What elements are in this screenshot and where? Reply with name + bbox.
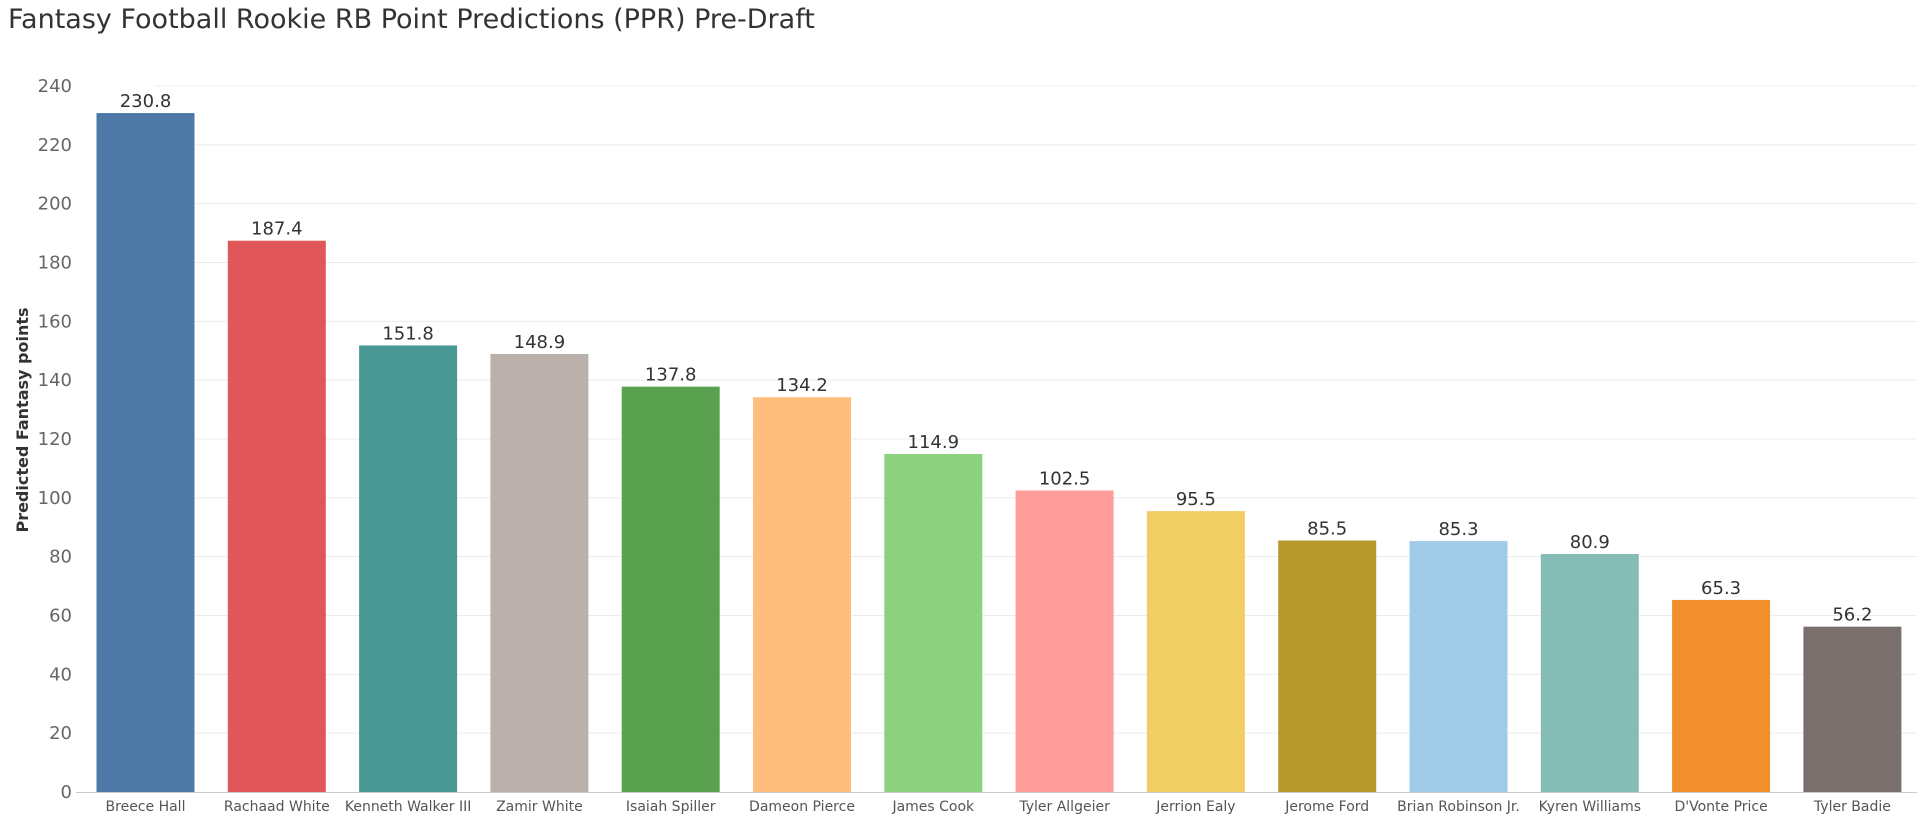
y-tick-label: 160 <box>38 311 72 332</box>
bar[interactable] <box>1409 541 1508 792</box>
bar[interactable] <box>96 113 195 792</box>
y-tick-label: 120 <box>38 429 72 450</box>
bar[interactable] <box>227 240 326 792</box>
data-label: 187.4 <box>251 219 303 240</box>
category-label: Kyren Williams <box>1539 799 1641 815</box>
data-labels: 230.8 187.4 151.8 148.9 137.8 134.2 114.9 102.5… <box>120 91 1873 626</box>
y-tick-label: 180 <box>38 253 72 274</box>
category-label: Jerome Ford <box>1284 799 1369 815</box>
y-tick-label: 140 <box>38 370 72 391</box>
category-label: Dameon Pierce <box>749 799 855 815</box>
category-label: Isaiah Spiller <box>626 799 716 815</box>
y-tick-label: 100 <box>38 488 72 509</box>
category-label: Rachaad White <box>224 799 330 815</box>
category-label: Tyler Allgeier <box>1018 799 1110 815</box>
category-label: Brian Robinson Jr. <box>1397 799 1520 815</box>
y-tick-label: 80 <box>49 547 72 568</box>
data-label: 148.9 <box>514 332 566 353</box>
data-label: 151.8 <box>382 323 434 344</box>
bar[interactable] <box>1278 540 1377 792</box>
bar[interactable] <box>1540 554 1639 792</box>
category-label: Kenneth Walker III <box>345 799 472 815</box>
y-tick-label: 220 <box>38 135 72 156</box>
data-label: 65.3 <box>1701 578 1741 599</box>
category-label: Tyler Badie <box>1813 799 1891 815</box>
y-tick-label: 240 <box>38 76 72 97</box>
category-label: D'Vonte Price <box>1674 799 1767 815</box>
chart-title: Fantasy Football Rookie RB Point Predict… <box>8 4 815 35</box>
bars <box>96 113 1902 792</box>
data-label: 134.2 <box>776 375 828 396</box>
data-label: 85.3 <box>1438 519 1478 540</box>
category-labels: Breece Hall Rachaad White Kenneth Walker I… <box>106 799 1891 815</box>
y-axis-title: Predicted Fantasy points <box>13 307 32 532</box>
bar[interactable] <box>1803 626 1902 792</box>
category-label: James Cook <box>891 799 975 815</box>
y-tick-label: 60 <box>49 606 72 627</box>
data-label: 85.5 <box>1307 518 1347 539</box>
bar[interactable] <box>621 386 720 792</box>
bar[interactable] <box>490 353 589 792</box>
data-label: 95.5 <box>1176 489 1216 510</box>
y-tick-label: 0 <box>61 782 72 803</box>
category-label: Breece Hall <box>106 799 186 815</box>
y-tick-label: 20 <box>49 723 72 744</box>
bar[interactable] <box>1672 599 1771 792</box>
data-label: 137.8 <box>645 365 697 386</box>
category-label: Jerrion Ealy <box>1155 799 1235 815</box>
data-label: 114.9 <box>908 432 960 453</box>
y-tick-label: 200 <box>38 194 72 215</box>
bar[interactable] <box>884 454 983 792</box>
bar[interactable] <box>753 397 851 792</box>
data-label: 80.9 <box>1570 532 1610 553</box>
bar[interactable] <box>1146 511 1245 792</box>
y-tick-label: 40 <box>49 664 72 685</box>
category-label: Zamir White <box>496 799 583 815</box>
data-label: 56.2 <box>1832 605 1872 626</box>
bar[interactable] <box>359 345 458 792</box>
y-axis-ticks: 0 20 40 60 80 100 120 140 160 180 200 220 240 <box>38 76 72 803</box>
data-label: 230.8 <box>120 91 172 112</box>
data-label: 102.5 <box>1039 468 1091 489</box>
bar[interactable] <box>1015 490 1114 792</box>
